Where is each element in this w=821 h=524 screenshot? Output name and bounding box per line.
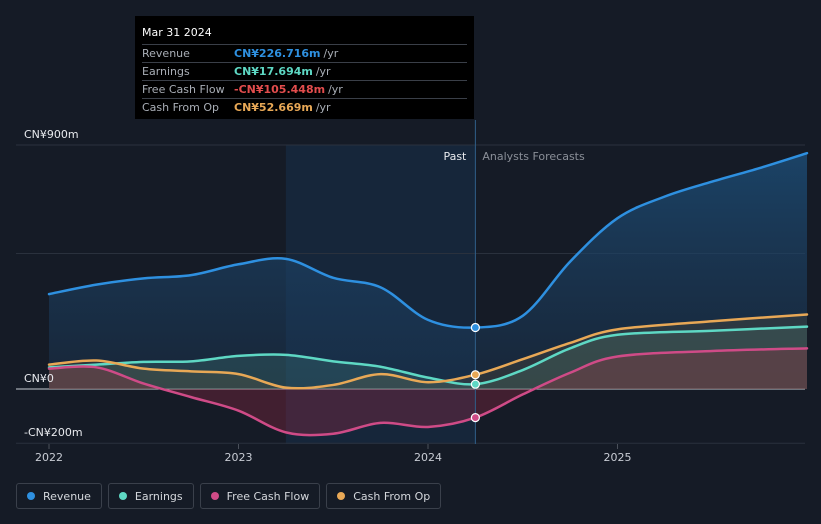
forecast-label: Analysts Forecasts xyxy=(482,150,585,163)
legend-label: Revenue xyxy=(43,489,91,503)
legend: Revenue Earnings Free Cash Flow Cash Fro… xyxy=(16,483,442,509)
x-tick-label: 2022 xyxy=(35,451,63,464)
tooltip-value: -CN¥105.448m xyxy=(234,83,326,96)
earnings-marker xyxy=(470,379,480,389)
x-tick-label: 2023 xyxy=(225,451,253,464)
earnings-dot-icon xyxy=(118,492,127,500)
tooltip-row-cash-from-op: Cash From Op CN¥52.669m /yr xyxy=(142,99,467,116)
tooltip: Mar 31 2024 Revenue CN¥226.716m /yr Earn… xyxy=(135,16,474,119)
free-cash-flow-marker xyxy=(470,412,480,423)
tooltip-row-earnings: Earnings CN¥17.694m /yr xyxy=(142,63,467,81)
tooltip-unit: /yr xyxy=(315,65,331,78)
revenue-line xyxy=(47,151,809,329)
tooltip-label: Cash From Op xyxy=(142,101,220,114)
x-tick-label: 2025 xyxy=(604,451,632,464)
legend-item-cash-from-op[interactable]: Cash From Op xyxy=(326,483,442,509)
free-cash-flow-area xyxy=(49,348,807,436)
free-cash-flow-dot-icon xyxy=(210,492,219,500)
tooltip-date: Mar 31 2024 xyxy=(142,24,467,45)
tooltip-value: CN¥17.694m xyxy=(234,65,313,78)
y-tick-label: CN¥0 xyxy=(24,372,54,385)
tooltip-value: CN¥226.716m xyxy=(234,47,321,60)
tooltip-row-free-cash-flow: Free Cash Flow -CN¥105.448m /yr xyxy=(142,81,467,99)
tooltip-label: Free Cash Flow xyxy=(142,83,225,96)
free-cash-flow-line xyxy=(47,347,809,437)
tooltip-unit: /yr xyxy=(323,47,339,60)
past-label: Past xyxy=(443,150,467,163)
cash-from-op-marker xyxy=(470,370,480,380)
y-tick-label: CN¥900m xyxy=(24,128,79,141)
revenue-marker xyxy=(470,322,480,333)
tooltip-row-revenue: Revenue CN¥226.716m /yr xyxy=(142,45,467,63)
cash-from-op-line xyxy=(47,313,809,390)
tooltip-label: Revenue xyxy=(142,47,190,60)
tooltip-label: Earnings xyxy=(142,65,190,78)
revenue-dot-icon xyxy=(27,492,35,500)
legend-item-earnings[interactable]: Earnings xyxy=(107,483,194,509)
y-tick-label: -CN¥200m xyxy=(24,426,83,439)
legend-label: Earnings xyxy=(134,489,183,503)
x-tick-label: 2024 xyxy=(414,451,442,464)
legend-item-free-cash-flow[interactable]: Free Cash Flow xyxy=(199,483,321,509)
earnings-line xyxy=(47,325,809,386)
cash-from-op-dot-icon xyxy=(337,492,346,500)
tooltip-unit: /yr xyxy=(328,83,343,96)
legend-item-revenue[interactable]: Revenue xyxy=(16,483,102,509)
legend-label: Free Cash Flow xyxy=(226,489,310,503)
tooltip-unit: /yr xyxy=(315,101,331,114)
legend-label: Cash From Op xyxy=(353,489,431,503)
cash-from-op-area xyxy=(49,314,807,389)
tooltip-value: CN¥52.669m xyxy=(234,101,313,114)
